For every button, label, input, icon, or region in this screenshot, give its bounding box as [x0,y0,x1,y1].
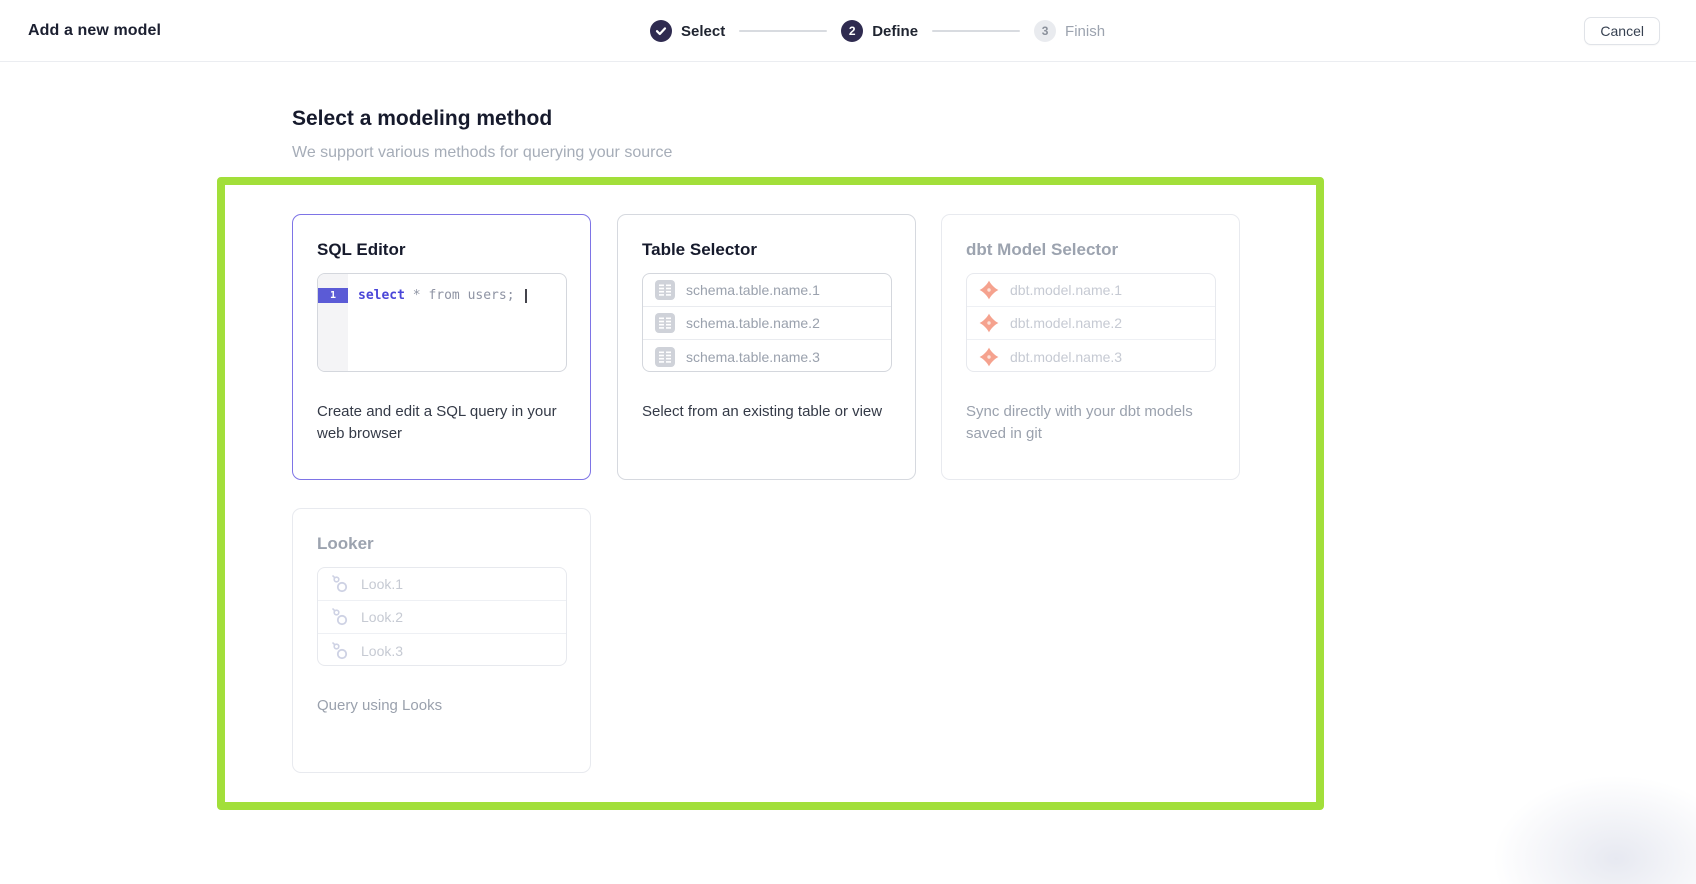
card-description: Select from an existing table or view [642,403,883,420]
dbt-logo-icon [979,313,999,333]
card-description: Sync directly with your dbt models saved… [966,403,1193,442]
table-grid-icon [655,280,675,300]
table-grid-icon [655,346,675,367]
list-item: dbt.model.name.1 [967,274,1215,307]
list-item-label: dbt.model.name.2 [1010,315,1123,331]
method-card-table-selector[interactable]: Table Selector schema.table.name.1 schem… [617,214,916,480]
looker-logo-icon [332,608,348,626]
list-item-label: schema.table.name.3 [686,348,820,365]
card-title: SQL Editor [317,240,406,259]
dbt-logo-icon [979,347,999,366]
list-item-label: Look.3 [361,642,404,659]
section-subheading: We support various methods for querying … [292,144,673,161]
step-complete-check-icon [650,20,672,42]
looker-logo-icon [332,641,348,659]
editor-line-1: 1 select * from users; [318,288,528,303]
list-item: schema.table.name.2 [643,307,891,340]
step-select-label: Select [681,22,726,40]
table-list-preview: schema.table.name.1 schema.table.name.2 … [642,273,892,372]
step-finish-label: Finish [1065,22,1106,40]
list-item-label: schema.table.name.2 [686,315,820,331]
list-item: Look.1 [318,568,566,601]
list-item-label: Look.1 [361,576,404,592]
corner-glow [1476,764,1696,884]
card-title: Looker [317,534,374,553]
sql-editor-preview: 1 select * from users; [317,273,567,372]
card-title: Table Selector [642,240,757,259]
step-finish: 3 Finish [1034,20,1105,42]
method-card-sql-editor[interactable]: SQL Editor 1 select * from users; Create… [292,214,591,480]
list-item: schema.table.name.3 [643,340,891,371]
line-number: 1 [318,288,348,303]
list-item: Look.3 [318,634,566,665]
list-item-label: schema.table.name.1 [686,282,820,298]
card-description: Query using Looks [317,697,443,714]
step-select: Select [650,20,725,42]
sql-keyword: select [358,288,405,303]
list-item: dbt.model.name.3 [967,340,1215,371]
card-title: dbt Model Selector [966,240,1119,259]
dbt-list-preview: dbt.model.name.1 dbt.model.name.2 dbt.mo… [966,273,1216,372]
sql-text: * from users; [404,288,523,303]
header: Add a new model Select 2 Define 3 Finish… [0,0,1696,62]
dbt-logo-icon [979,280,999,300]
list-item-label: Look.2 [361,609,404,625]
list-item-label: dbt.model.name.1 [1010,282,1123,298]
section-heading: Select a modeling method [292,107,553,130]
list-item-label: dbt.model.name.3 [1010,348,1123,365]
step-define-label: Define [872,22,919,40]
card-description: Create and edit a SQL query in your web … [317,403,557,442]
method-card-dbt-model-selector: dbt Model Selector dbt.model.name.1 dbt.… [941,214,1240,480]
looker-list-preview: Look.1 Look.2 Look.3 [317,567,567,666]
table-grid-icon [655,313,675,333]
text-cursor [525,288,528,303]
list-item: dbt.model.name.2 [967,307,1215,340]
wizard-stepper: Select 2 Define 3 Finish [650,0,1105,62]
looker-logo-icon [332,575,348,593]
list-item: schema.table.name.1 [643,274,891,307]
step-define-number: 2 [841,20,864,42]
method-card-looker: Looker Look.1 Look.2 Look.3 Query using … [292,508,591,773]
page-title: Add a new model [28,22,162,39]
stepper-connector [739,30,828,32]
stepper-connector [932,30,1021,32]
list-item: Look.2 [318,601,566,634]
step-finish-number: 3 [1034,20,1057,42]
code-line: select * from users; [348,288,528,303]
step-define: 2 Define [841,20,918,42]
cancel-button[interactable]: Cancel [1584,17,1660,45]
